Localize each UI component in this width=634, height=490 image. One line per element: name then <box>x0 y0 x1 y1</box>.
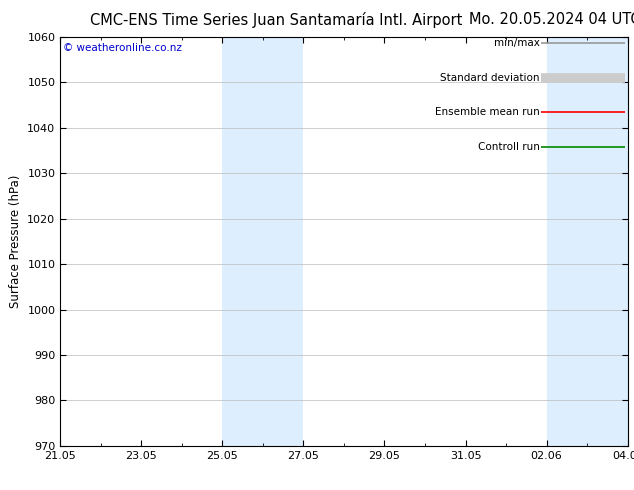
Text: CMC-ENS Time Series Juan Santamaría Intl. Airport: CMC-ENS Time Series Juan Santamaría Intl… <box>89 12 462 28</box>
Y-axis label: Surface Pressure (hPa): Surface Pressure (hPa) <box>9 174 22 308</box>
Bar <box>223 37 304 446</box>
Text: Standard deviation: Standard deviation <box>440 73 540 83</box>
Text: min/max: min/max <box>494 38 540 48</box>
Text: Controll run: Controll run <box>478 142 540 152</box>
Text: Ensemble mean run: Ensemble mean run <box>435 107 540 118</box>
Text: © weatheronline.co.nz: © weatheronline.co.nz <box>63 43 182 53</box>
Text: Mo. 20.05.2024 04 UTC: Mo. 20.05.2024 04 UTC <box>469 12 634 27</box>
Bar <box>547 37 628 446</box>
